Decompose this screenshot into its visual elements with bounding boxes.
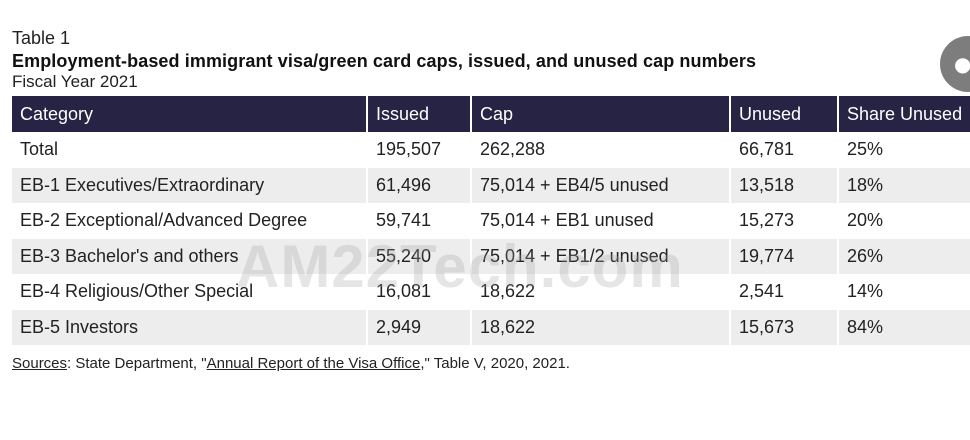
cell-unused: 13,518 (731, 167, 839, 203)
cell-category: EB-2 Exceptional/Advanced Degree (12, 203, 368, 239)
sources-text-pre: : State Department, " (67, 355, 207, 372)
table-row: EB-5 Investors 2,949 18,622 15,673 84% (12, 309, 970, 345)
table-row: EB-2 Exceptional/Advanced Degree 59,741 … (12, 203, 970, 239)
cell-share-unused: 84% (839, 309, 970, 345)
table-figure: Table 1 Employment-based immigrant visa/… (12, 28, 970, 372)
table-header: Category Issued Cap Unused Share Unused (12, 96, 970, 132)
data-table: Category Issued Cap Unused Share Unused … (12, 96, 970, 345)
table-body: Total 195,507 262,288 66,781 25% EB-1 Ex… (12, 132, 970, 345)
table-row: EB-3 Bachelor's and others 55,240 75,014… (12, 238, 970, 274)
table-row: EB-1 Executives/Extraordinary 61,496 75,… (12, 167, 970, 203)
cell-cap: 75,014 + EB1 unused (472, 203, 731, 239)
cell-unused: 2,541 (731, 274, 839, 310)
cell-share-unused: 14% (847, 281, 884, 302)
cell-unused: 19,774 (731, 238, 839, 274)
cell-issued: 16,081 (368, 274, 472, 310)
cell-category: Total (12, 132, 368, 168)
cell-category: EB-5 Investors (12, 309, 368, 345)
column-header-issued: Issued (368, 96, 472, 132)
cell-category: EB-1 Executives/Extraordinary (12, 167, 368, 203)
column-header-share-unused: Share Unused (839, 96, 970, 132)
sources-link[interactable]: Annual Report of the Visa Office (206, 355, 421, 372)
cell-share-unused: 25% (847, 139, 884, 160)
cell-cap: 262,288 (472, 132, 731, 168)
cell-category: EB-4 Religious/Other Special (12, 274, 368, 310)
table-subtitle: Fiscal Year 2021 (12, 72, 138, 91)
column-header-unused: Unused (731, 96, 839, 132)
sources-text-post: ," Table V, 2020, 2021. (420, 355, 570, 372)
table-title: Employment-based immigrant visa/green ca… (12, 51, 757, 71)
table-row: EB-4 Religious/Other Special 16,081 18,6… (12, 274, 970, 310)
column-header-category: Category (12, 96, 368, 132)
cell-unused: 66,781 (731, 132, 839, 168)
table-row: Total 195,507 262,288 66,781 25% (12, 132, 970, 168)
cell-issued: 59,741 (368, 203, 472, 239)
cell-unused: 15,273 (731, 203, 839, 239)
cell-issued: 61,496 (368, 167, 472, 203)
table-number: Table 1 (12, 28, 71, 48)
cell-cap: 75,014 + EB4/5 unused (472, 167, 731, 203)
cell-share-unused: 26% (839, 238, 970, 274)
cell-category: EB-3 Bachelor's and others (12, 238, 368, 274)
cell-cap: 18,622 (472, 309, 731, 345)
cell-share-unused: 20% (847, 210, 884, 231)
sources-note: Sources: State Department, "Annual Repor… (12, 355, 970, 372)
cell-cap: 75,014 + EB1/2 unused (472, 238, 731, 274)
cell-cap: 18,622 (472, 274, 731, 310)
sources-label: Sources (12, 355, 68, 372)
cell-issued: 195,507 (368, 132, 472, 168)
cell-share-unused: 18% (839, 167, 970, 203)
cell-issued: 2,949 (368, 309, 472, 345)
cell-unused: 15,673 (731, 309, 839, 345)
column-header-cap: Cap (472, 96, 731, 132)
cell-issued: 55,240 (368, 238, 472, 274)
